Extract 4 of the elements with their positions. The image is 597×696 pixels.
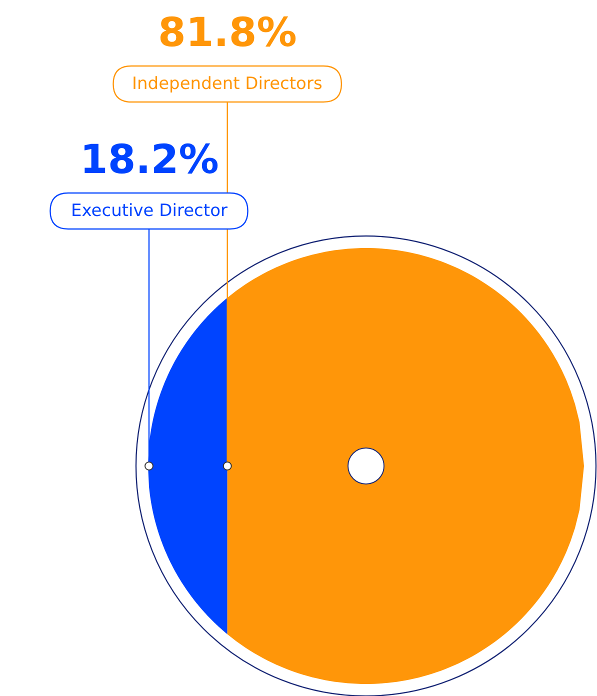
- category-label: Independent Directors: [132, 74, 322, 94]
- data-label: 81.8%: [158, 10, 297, 56]
- data-label: 18.2%: [80, 137, 219, 183]
- category-label: Executive Director: [71, 201, 228, 221]
